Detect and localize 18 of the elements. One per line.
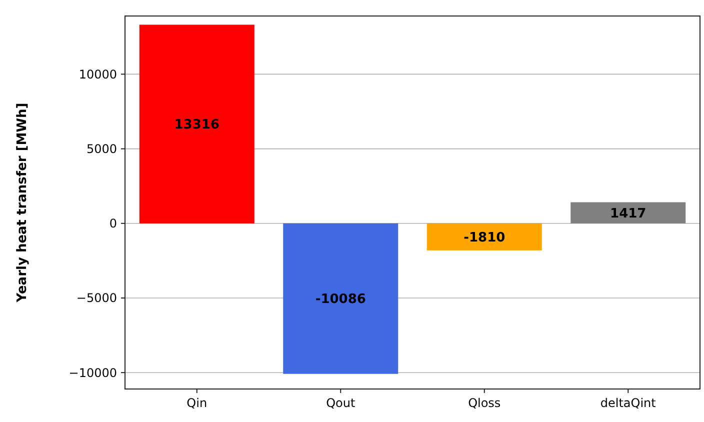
x-tick-label: deltaQint [600, 396, 656, 410]
y-tick-label: 0 [109, 216, 117, 231]
y-tick-label: −5000 [76, 291, 117, 306]
x-tick-label: Qloss [468, 396, 501, 410]
data-label: 1417 [610, 206, 646, 222]
y-axis-title: Yearly heat transfer [MWh] [15, 102, 30, 304]
bar [426, 223, 542, 250]
y-tick-label: 5000 [86, 142, 117, 156]
bar [570, 202, 686, 224]
y-tick-label: 10000 [78, 67, 117, 82]
y-tick-label: −10000 [68, 366, 117, 380]
data-label: -1810 [464, 230, 506, 246]
bar [283, 223, 398, 374]
data-label: -10086 [315, 292, 366, 308]
bar [139, 24, 254, 224]
x-tick-label: Qin [186, 396, 208, 410]
data-label: 13316 [174, 118, 220, 133]
x-tick-label: Qout [326, 396, 356, 410]
